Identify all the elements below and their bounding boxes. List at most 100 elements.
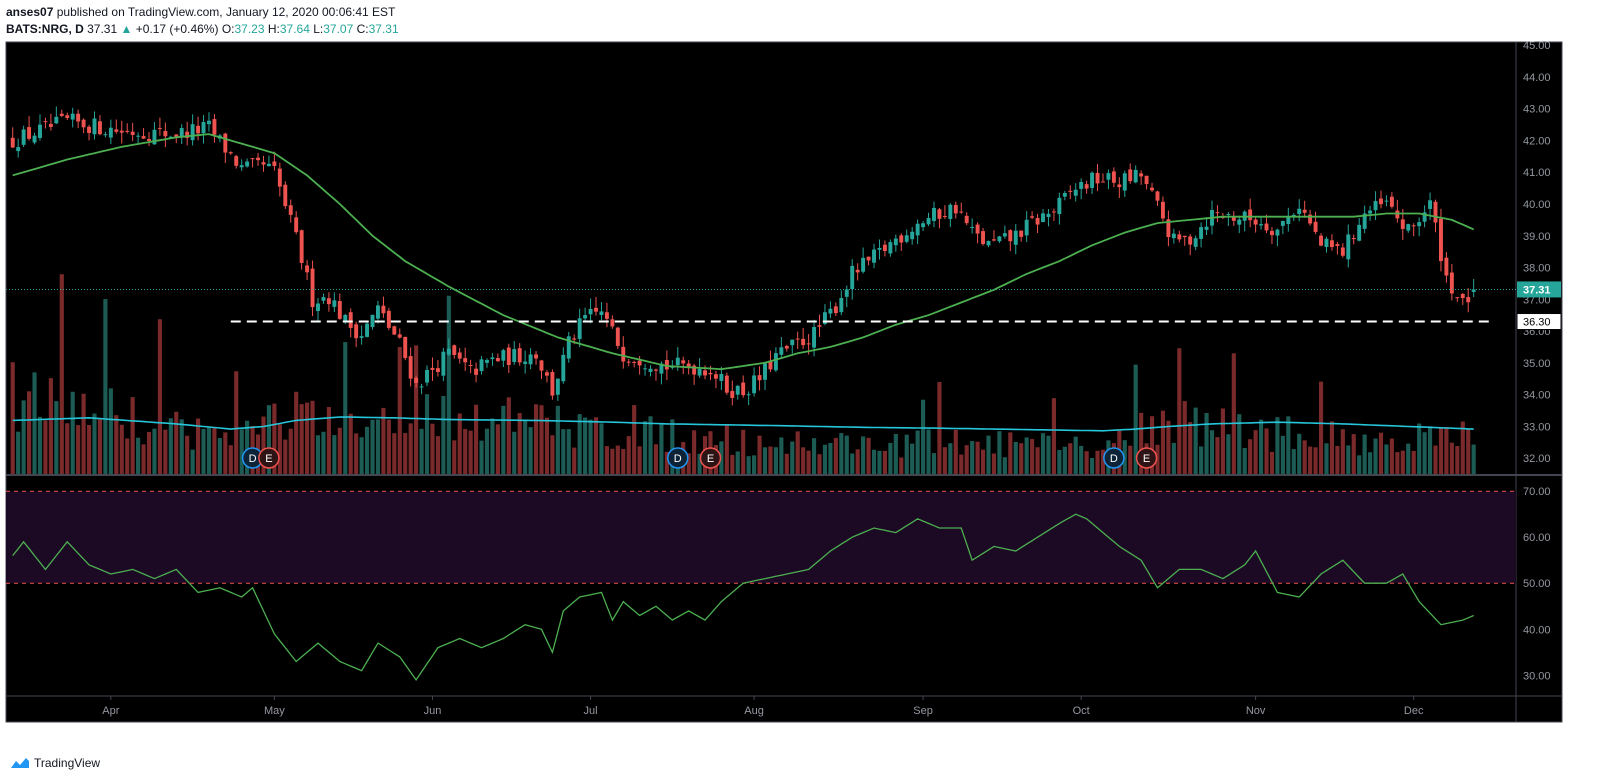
candle <box>1379 190 1383 209</box>
candle <box>326 292 331 312</box>
candle-body <box>659 363 664 374</box>
candle-body <box>174 134 179 139</box>
candle-body <box>915 223 920 236</box>
candle <box>1270 227 1274 245</box>
candle-body <box>1101 181 1105 183</box>
price-axis: 45.00 44.00 43.00 42.00 41.00 40.00 39.00 38.00… <box>1523 40 1551 465</box>
candle-body <box>1368 210 1373 214</box>
candle-body <box>1275 229 1280 236</box>
candle-body <box>752 375 757 394</box>
candle-body <box>1204 226 1209 230</box>
candle <box>283 181 288 209</box>
candle <box>937 207 942 229</box>
candle <box>452 344 457 359</box>
volume-bar <box>1248 439 1253 474</box>
time-tick-label: Jul <box>584 705 598 717</box>
candle <box>1389 192 1394 209</box>
candle <box>839 290 844 316</box>
candle-body <box>1095 172 1100 184</box>
candle-body <box>239 165 244 168</box>
volume-bar <box>108 388 113 474</box>
volume-bar <box>692 430 697 474</box>
candle <box>953 201 958 219</box>
candle <box>1335 241 1340 255</box>
candle-body <box>1166 219 1171 238</box>
volume-bar <box>1455 446 1460 474</box>
volume-ma-line <box>12 416 1474 432</box>
candle-body <box>926 218 931 225</box>
volume-bar <box>877 450 882 474</box>
candle-body <box>953 204 958 214</box>
candle-body <box>1340 247 1345 256</box>
candle <box>1340 243 1345 258</box>
candle-body <box>419 386 424 388</box>
author-name[interactable]: anses07 <box>6 5 54 19</box>
candle <box>266 155 271 167</box>
volume-bar <box>1411 450 1416 474</box>
price-change: +0.17 (+0.46%) <box>135 22 219 36</box>
volume-bar <box>910 443 915 474</box>
candle-body <box>490 357 495 360</box>
candle <box>299 229 304 270</box>
candle <box>1177 230 1182 243</box>
candle-body <box>1013 230 1018 245</box>
candle-body <box>768 360 773 370</box>
volume-bar <box>653 444 659 474</box>
candle-body <box>337 301 342 319</box>
candle-body <box>196 125 201 134</box>
tradingview-logo[interactable]: TradingView <box>8 756 100 770</box>
candle <box>108 119 113 145</box>
volume-bar <box>424 394 430 474</box>
volume-bar <box>773 447 778 474</box>
candle-body <box>1051 211 1056 213</box>
candle <box>141 128 146 140</box>
candle-body <box>877 247 882 250</box>
volume-bar <box>839 433 844 474</box>
volume-bar <box>1335 445 1340 474</box>
volume-bar <box>1160 410 1166 474</box>
volume-bar <box>315 435 321 474</box>
candle-body <box>261 162 266 165</box>
volume-bar <box>1139 412 1144 474</box>
price-tick-label: 42.00 <box>1523 135 1551 147</box>
volume-bar <box>670 419 675 474</box>
volume-bar <box>157 319 162 474</box>
candle <box>485 358 489 368</box>
event-marker: D <box>1103 447 1125 469</box>
candle-body <box>316 303 320 312</box>
candle <box>174 134 179 144</box>
candle-body <box>692 365 697 375</box>
candle-body <box>1308 214 1313 224</box>
candle <box>1302 200 1307 218</box>
volume-bar <box>1073 436 1078 474</box>
earnings-marker <box>699 447 722 469</box>
candle <box>550 369 555 400</box>
volume-bar <box>70 391 75 474</box>
volume-bar <box>752 455 757 474</box>
candle <box>801 327 806 350</box>
candle <box>577 308 582 348</box>
rsi-axis: 70.00 60.00 50.00 40.00 30.00 <box>1523 486 1551 682</box>
candle <box>196 116 201 141</box>
volume-bar <box>1122 440 1127 474</box>
candle <box>534 350 539 365</box>
candle <box>207 112 211 132</box>
candle-body <box>386 310 391 328</box>
candle-body <box>741 382 746 396</box>
candle <box>893 234 898 252</box>
candle <box>381 296 386 318</box>
volume-bar <box>1237 414 1242 474</box>
candle <box>621 336 626 369</box>
candle <box>1084 180 1089 194</box>
volume-bar <box>16 431 21 474</box>
volume-bar <box>1182 401 1187 474</box>
volume-bar <box>1286 416 1291 474</box>
candle <box>59 109 64 118</box>
candle-body <box>495 357 500 362</box>
candle <box>588 298 593 324</box>
candle <box>457 347 462 364</box>
candle-body <box>779 347 784 355</box>
candle-body <box>359 336 364 338</box>
candle-body <box>566 336 571 359</box>
